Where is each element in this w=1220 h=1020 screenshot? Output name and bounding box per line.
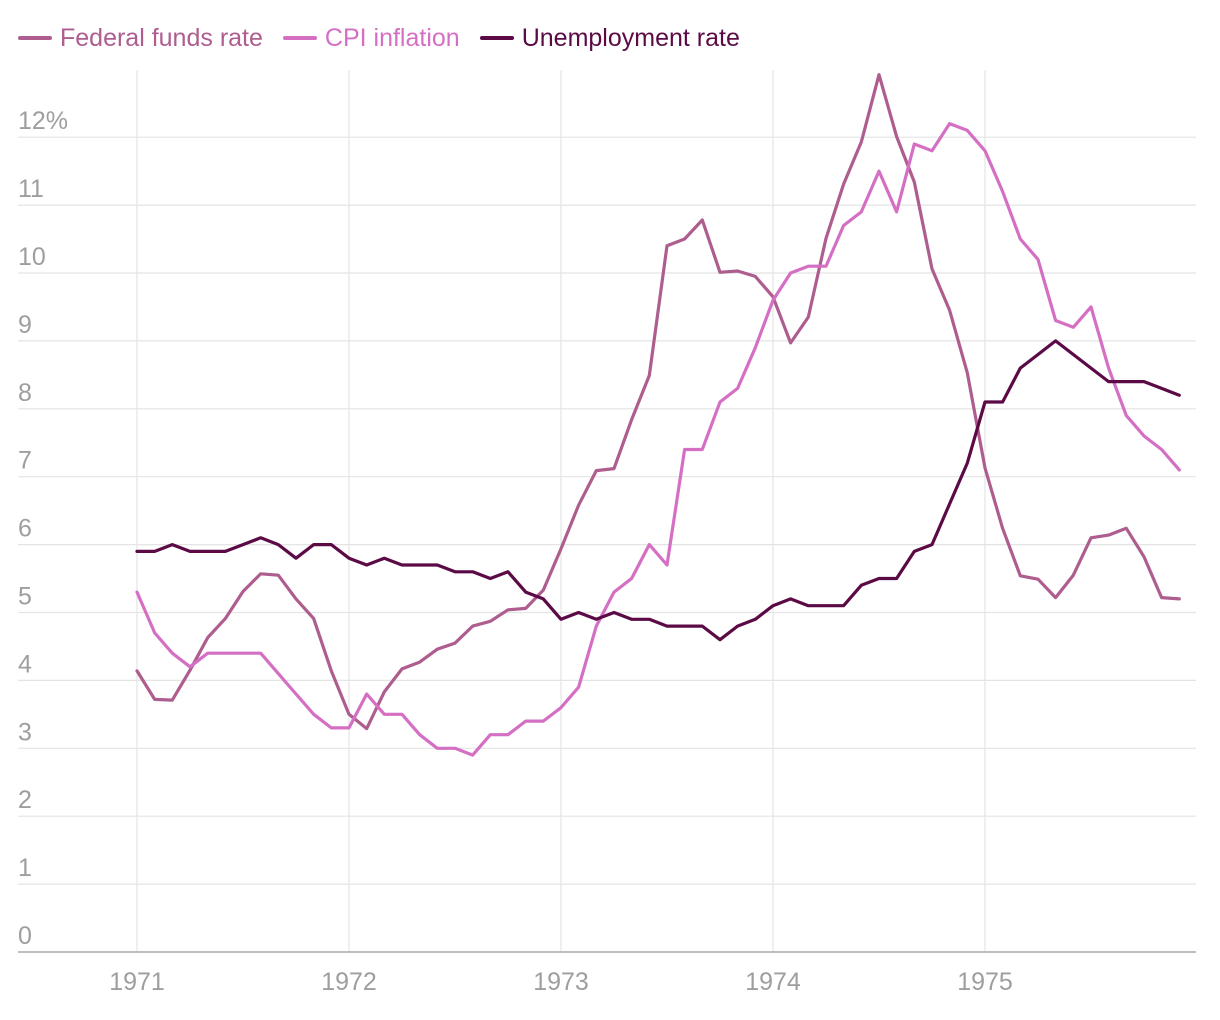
x-tick-label: 1972 xyxy=(321,968,377,996)
y-tick-label: 7 xyxy=(18,447,32,475)
y-tick-label: 9 xyxy=(18,311,32,339)
y-tick-label: 5 xyxy=(18,583,32,611)
legend-swatch-federal-funds-rate xyxy=(18,36,52,40)
gridlines xyxy=(18,70,1196,953)
y-tick-label: 11 xyxy=(18,175,44,203)
series-line-cpi-inflation xyxy=(135,121,1181,757)
legend-label-federal-funds-rate: Federal funds rate xyxy=(60,23,263,52)
y-tick-label: 0 xyxy=(18,922,32,950)
y-tick-label: 10 xyxy=(18,243,46,271)
x-tick-label: 1973 xyxy=(533,968,589,996)
x-tick-label: 1971 xyxy=(109,968,165,996)
y-tick-label: 12% xyxy=(18,107,68,135)
series-line-federal-funds-rate xyxy=(135,73,1181,731)
series-lines xyxy=(135,73,1181,757)
legend-item-unemployment-rate[interactable]: Unemployment rate xyxy=(479,23,740,53)
legend: Federal funds rate CPI inflation Unemplo… xyxy=(18,18,740,58)
legend-item-cpi-inflation[interactable]: CPI inflation xyxy=(282,23,460,53)
x-axis-ticks: 1971 1972 1973 1974 1975 xyxy=(109,968,1013,996)
legend-swatch-cpi-inflation xyxy=(282,36,317,40)
y-tick-label: 1 xyxy=(18,854,32,882)
legend-label-unemployment-rate: Unemployment rate xyxy=(521,23,740,52)
x-tick-label: 1975 xyxy=(957,968,1013,996)
y-tick-label: 6 xyxy=(18,515,32,543)
y-tick-label: 2 xyxy=(18,786,32,814)
x-tick-label: 1974 xyxy=(745,968,801,996)
legend-label-cpi-inflation: CPI inflation xyxy=(324,23,460,52)
series-line-unemployment-rate xyxy=(135,339,1181,642)
legend-item-federal-funds-rate[interactable]: Federal funds rate xyxy=(18,24,263,53)
legend-swatch-unemployment-rate xyxy=(479,36,514,40)
y-tick-label: 3 xyxy=(18,718,32,746)
y-tick-label: 8 xyxy=(18,379,32,407)
y-axis-ticks: 0 1 2 3 4 5 6 7 8 9 10 11 12% xyxy=(18,107,68,950)
y-tick-label: 4 xyxy=(18,650,32,678)
